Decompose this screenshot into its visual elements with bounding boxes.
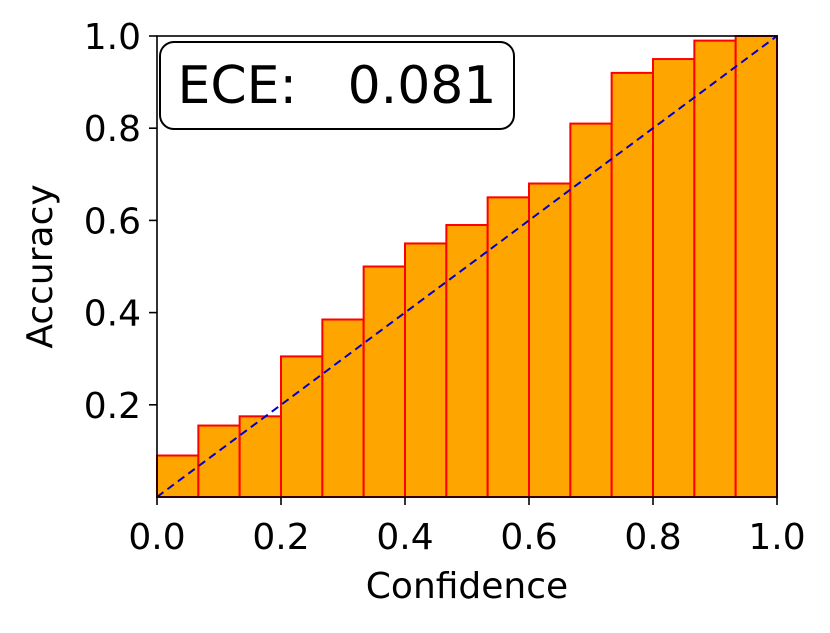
ece-annotation-text: ECE: 0.081 (178, 56, 497, 116)
bar-bin-9 (486, 196, 530, 498)
bar-bin-6 (362, 265, 406, 498)
bars-layer (156, 35, 778, 499)
x-tick-label-4: 0.8 (624, 517, 681, 558)
x-tick-label-3: 0.6 (500, 517, 557, 558)
reference-diagonal-line (156, 35, 778, 498)
x-tick-label-2: 0.4 (376, 517, 433, 558)
y-tick-label-2: 0.6 (84, 201, 141, 242)
plot-frame (156, 35, 778, 498)
y-tick-label-3: 0.8 (84, 109, 141, 150)
ece-value: 0.081 (348, 56, 497, 116)
bar-bin-15 (734, 35, 778, 498)
x-tick-label-1: 0.2 (252, 517, 309, 558)
ece-label: ECE: (178, 56, 298, 116)
y-axis-label: Accuracy (20, 184, 61, 348)
bar-bin-7 (404, 242, 448, 498)
bar-bin-14 (693, 39, 737, 499)
ece-annotation: ECE: 0.081 (159, 41, 515, 130)
y-tick-label-1: 0.4 (84, 294, 141, 335)
axes-layer: 0.0 0.2 0.4 0.6 0.8 1.0 0.2 0.4 0.6 0.8 1.0 (84, 17, 806, 558)
y-tick-label-4: 1.0 (84, 17, 141, 58)
bar-bin-12 (610, 71, 654, 498)
bar-bin-5 (321, 318, 365, 499)
bar-bin-11 (569, 122, 613, 498)
bar-bin-10 (528, 182, 572, 499)
x-tick-label-5: 1.0 (748, 517, 805, 558)
bar-bin-3 (238, 415, 282, 499)
bar-bin-8 (445, 224, 489, 498)
bar-bin-1 (156, 454, 200, 499)
x-axis-label: Confidence (366, 566, 568, 607)
x-tick-label-0: 0.0 (128, 517, 185, 558)
ece-annotation-box (159, 41, 515, 130)
y-tick-label-0: 0.2 (84, 386, 141, 427)
